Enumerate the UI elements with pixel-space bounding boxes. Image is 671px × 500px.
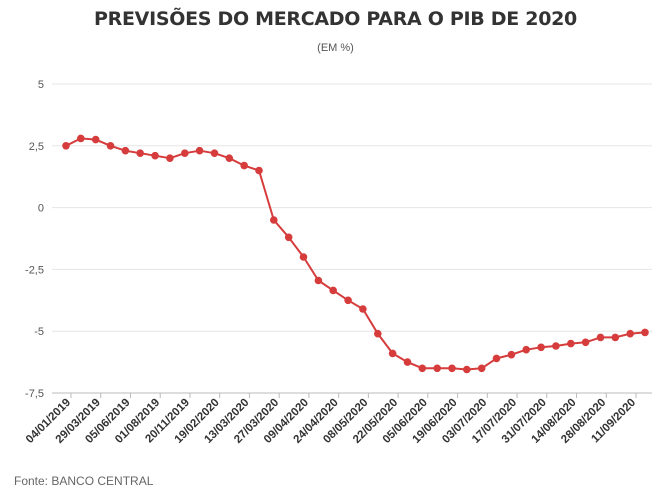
data-point [552,342,560,350]
data-point [195,146,204,155]
y-tick-label: 0 [38,203,44,215]
data-point [374,329,382,338]
data-point [477,364,486,373]
data-point [344,296,352,305]
y-tick-label: -5 [34,326,44,338]
y-axis-ticks: 5 2,5 0 -2,5 -5 -7,5 [25,79,44,400]
data-point [463,365,471,374]
data-point [91,135,100,144]
data-point [77,134,85,143]
data-point [329,286,338,295]
data-point [641,328,649,337]
data-point [210,149,219,157]
gridlines [52,83,652,394]
data-point [225,154,234,162]
data-point [581,338,590,347]
chart-source: Fonte: BANCO CENTRAL [14,474,154,488]
chart-title: PREVISÕES DO MERCADO PARA O PIB DE 2020 [94,8,577,30]
data-point [596,333,605,342]
data-point [537,343,545,352]
data-point [314,276,323,285]
data-point [181,149,189,157]
data-point [121,146,130,155]
data-point [255,166,263,175]
data-point [62,142,70,150]
data-point [507,350,516,359]
data-point [106,142,115,150]
series-line [65,137,646,371]
data-point [448,364,456,373]
data-point [388,349,397,358]
data-point [567,339,575,348]
data-point [166,154,174,162]
y-tick-label: -7,5 [25,388,44,400]
data-point [270,216,278,224]
data-point [611,333,620,342]
x-axis-ticks: 04/01/201929/03/201905/06/201901/08/2019… [24,393,638,446]
y-tick-label: -2,5 [25,264,44,276]
chart-subtitle: (EM %) [317,42,354,54]
series-gdp-forecast [62,134,649,374]
data-point [522,345,530,354]
data-point [151,151,159,160]
data-point [418,364,427,373]
data-point [299,253,308,261]
data-point [403,358,412,366]
data-point [492,354,501,363]
y-tick-label: 5 [38,79,44,91]
data-point [240,161,248,170]
y-tick-label: 2,5 [29,141,44,153]
data-point [359,305,367,313]
data-point [136,149,144,157]
data-point [433,364,442,373]
data-point [284,233,293,242]
data-point [626,329,634,338]
